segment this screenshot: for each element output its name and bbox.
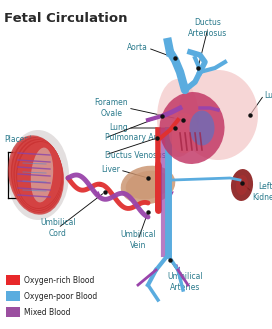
FancyBboxPatch shape (6, 291, 20, 301)
Text: Oxygen-poor Blood: Oxygen-poor Blood (24, 292, 97, 301)
Text: Liver: Liver (101, 165, 120, 174)
Text: Fetal Circulation: Fetal Circulation (4, 12, 128, 25)
Ellipse shape (11, 137, 63, 213)
Text: Aorta: Aorta (127, 43, 148, 53)
Ellipse shape (169, 113, 199, 153)
Text: Foramen
Ovale: Foramen Ovale (94, 98, 128, 118)
Ellipse shape (16, 141, 62, 209)
Ellipse shape (159, 92, 224, 164)
Ellipse shape (17, 142, 62, 208)
Ellipse shape (126, 171, 170, 199)
Ellipse shape (31, 148, 53, 202)
Text: Umbilical
Arteries: Umbilical Arteries (167, 272, 203, 292)
Ellipse shape (236, 175, 248, 195)
FancyBboxPatch shape (6, 307, 20, 317)
Ellipse shape (231, 169, 253, 201)
FancyBboxPatch shape (6, 275, 20, 285)
Text: Placenta: Placenta (4, 136, 37, 144)
Ellipse shape (14, 139, 63, 211)
Ellipse shape (178, 70, 258, 160)
Text: Mixed Blood: Mixed Blood (24, 308, 70, 317)
Ellipse shape (15, 140, 62, 210)
Ellipse shape (7, 130, 69, 220)
Text: Lung: Lung (109, 123, 128, 133)
Ellipse shape (8, 135, 64, 215)
Text: Ductus
Arteriosus: Ductus Arteriosus (188, 18, 228, 38)
Text: Left
Kidney: Left Kidney (252, 182, 272, 202)
Text: Oxygen-rich Blood: Oxygen-rich Blood (24, 276, 94, 285)
Text: Lung: Lung (264, 90, 272, 99)
Ellipse shape (121, 166, 175, 204)
Text: Ductus Venosus: Ductus Venosus (105, 150, 166, 160)
Ellipse shape (12, 138, 63, 212)
Ellipse shape (157, 79, 199, 157)
Text: Umbilical
Cord: Umbilical Cord (40, 218, 76, 238)
Text: Umbilical
Vein: Umbilical Vein (120, 230, 156, 250)
Ellipse shape (190, 111, 215, 145)
Text: Pulmonary Artery: Pulmonary Artery (105, 134, 172, 142)
Ellipse shape (10, 136, 64, 214)
